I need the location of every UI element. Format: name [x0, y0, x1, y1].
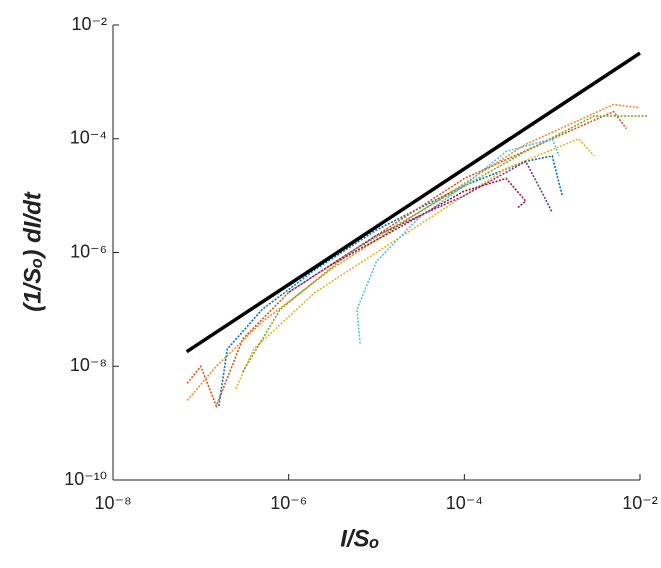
y-axis-label: (1/Sₒ) dI/dt: [19, 191, 46, 312]
x-axis-label: I/Sₒ: [340, 525, 380, 552]
reference-line: [185, 51, 641, 354]
data-curve: [330, 177, 527, 266]
y-tick-label: 10⁻¹⁰: [64, 469, 107, 489]
data-curve: [218, 154, 563, 407]
y-tick-label: 10⁻²: [71, 14, 107, 34]
data-curve: [186, 103, 641, 402]
x-tick-label: 10⁻⁸: [94, 493, 131, 513]
x-tick-label: 10⁻⁴: [446, 493, 483, 513]
x-tick-label: 10⁻²: [622, 493, 658, 513]
data-curve: [235, 137, 595, 390]
y-tick-label: 10⁻⁴: [70, 128, 107, 148]
y-tick-label: 10⁻⁸: [70, 355, 107, 375]
y-tick-label: 10⁻⁶: [70, 241, 107, 261]
x-tick-label: 10⁻⁶: [270, 493, 307, 513]
data-curve: [242, 115, 647, 373]
data-curve: [288, 160, 553, 293]
data-curve: [356, 137, 560, 344]
data-curve: [186, 110, 628, 409]
